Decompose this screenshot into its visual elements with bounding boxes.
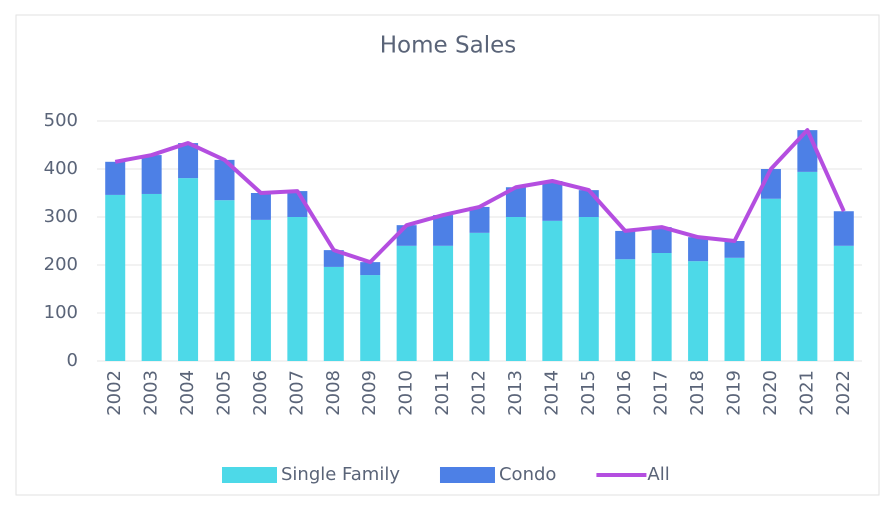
x-tick-label: 2014 bbox=[541, 370, 562, 416]
bar bbox=[833, 245, 854, 361]
bar bbox=[651, 253, 672, 361]
bar bbox=[360, 275, 381, 361]
y-tick-label: 300 bbox=[44, 206, 78, 227]
x-tick-label: 2007 bbox=[286, 370, 307, 416]
legend-label: All bbox=[647, 464, 669, 485]
x-tick-label: 2019 bbox=[724, 370, 745, 416]
bar bbox=[178, 143, 199, 179]
bar bbox=[615, 259, 636, 361]
y-tick-label: 0 bbox=[67, 350, 78, 371]
x-tick-label: 2004 bbox=[177, 370, 198, 416]
bar bbox=[542, 220, 563, 361]
bar bbox=[141, 193, 162, 361]
x-tick-label: 2018 bbox=[687, 370, 708, 416]
bar bbox=[542, 181, 563, 221]
bar bbox=[287, 217, 308, 361]
bar bbox=[214, 159, 235, 201]
bar bbox=[323, 266, 344, 361]
x-tick-label: 2015 bbox=[578, 370, 599, 416]
x-tick-label: 2022 bbox=[833, 370, 854, 416]
bar bbox=[105, 194, 126, 361]
y-tick-label: 400 bbox=[44, 158, 78, 179]
bar bbox=[651, 227, 672, 253]
bar bbox=[833, 211, 854, 246]
x-tick-label: 2005 bbox=[214, 370, 235, 416]
bar bbox=[615, 230, 636, 260]
y-tick-label: 100 bbox=[44, 302, 78, 323]
bar bbox=[360, 262, 381, 276]
x-tick-label: 2009 bbox=[359, 370, 380, 416]
y-tick-label: 500 bbox=[44, 110, 78, 131]
bar bbox=[214, 200, 235, 361]
legend-swatch bbox=[222, 467, 277, 483]
bar bbox=[178, 178, 199, 361]
bar bbox=[396, 225, 417, 246]
bar bbox=[797, 171, 818, 361]
bar bbox=[141, 155, 162, 194]
x-tick-label: 2008 bbox=[323, 370, 344, 416]
bar bbox=[505, 217, 526, 361]
legend-swatch bbox=[439, 467, 495, 483]
bar bbox=[250, 219, 271, 361]
x-tick-label: 2021 bbox=[796, 370, 817, 416]
bar bbox=[724, 241, 745, 258]
bar bbox=[469, 232, 490, 361]
bar bbox=[396, 245, 417, 361]
x-tick-label: 2010 bbox=[396, 370, 417, 416]
bar bbox=[688, 237, 709, 262]
bar bbox=[578, 217, 599, 361]
bar bbox=[433, 245, 454, 361]
x-tick-label: 2002 bbox=[104, 370, 125, 416]
x-tick-label: 2003 bbox=[141, 370, 162, 416]
x-tick-label: 2020 bbox=[760, 370, 781, 416]
x-tick-label: 2016 bbox=[614, 370, 635, 416]
x-tick-label: 2012 bbox=[469, 370, 490, 416]
legend-label: Single Family bbox=[281, 464, 400, 485]
y-tick-label: 200 bbox=[44, 254, 78, 275]
bar bbox=[105, 161, 126, 195]
x-tick-label: 2013 bbox=[505, 370, 526, 416]
bar bbox=[433, 215, 454, 246]
bar bbox=[250, 193, 271, 220]
bar bbox=[323, 250, 344, 267]
bar bbox=[724, 257, 745, 361]
bar bbox=[505, 187, 526, 217]
x-tick-label: 2006 bbox=[250, 370, 271, 416]
bar bbox=[688, 261, 709, 361]
chart-title: Home Sales bbox=[380, 33, 516, 59]
x-tick-label: 2011 bbox=[432, 370, 453, 416]
legend-label: Condo bbox=[499, 464, 556, 485]
bar bbox=[469, 206, 490, 233]
bar bbox=[578, 190, 599, 217]
bar bbox=[760, 198, 781, 361]
x-tick-label: 2017 bbox=[651, 370, 672, 416]
line-series bbox=[114, 128, 846, 265]
